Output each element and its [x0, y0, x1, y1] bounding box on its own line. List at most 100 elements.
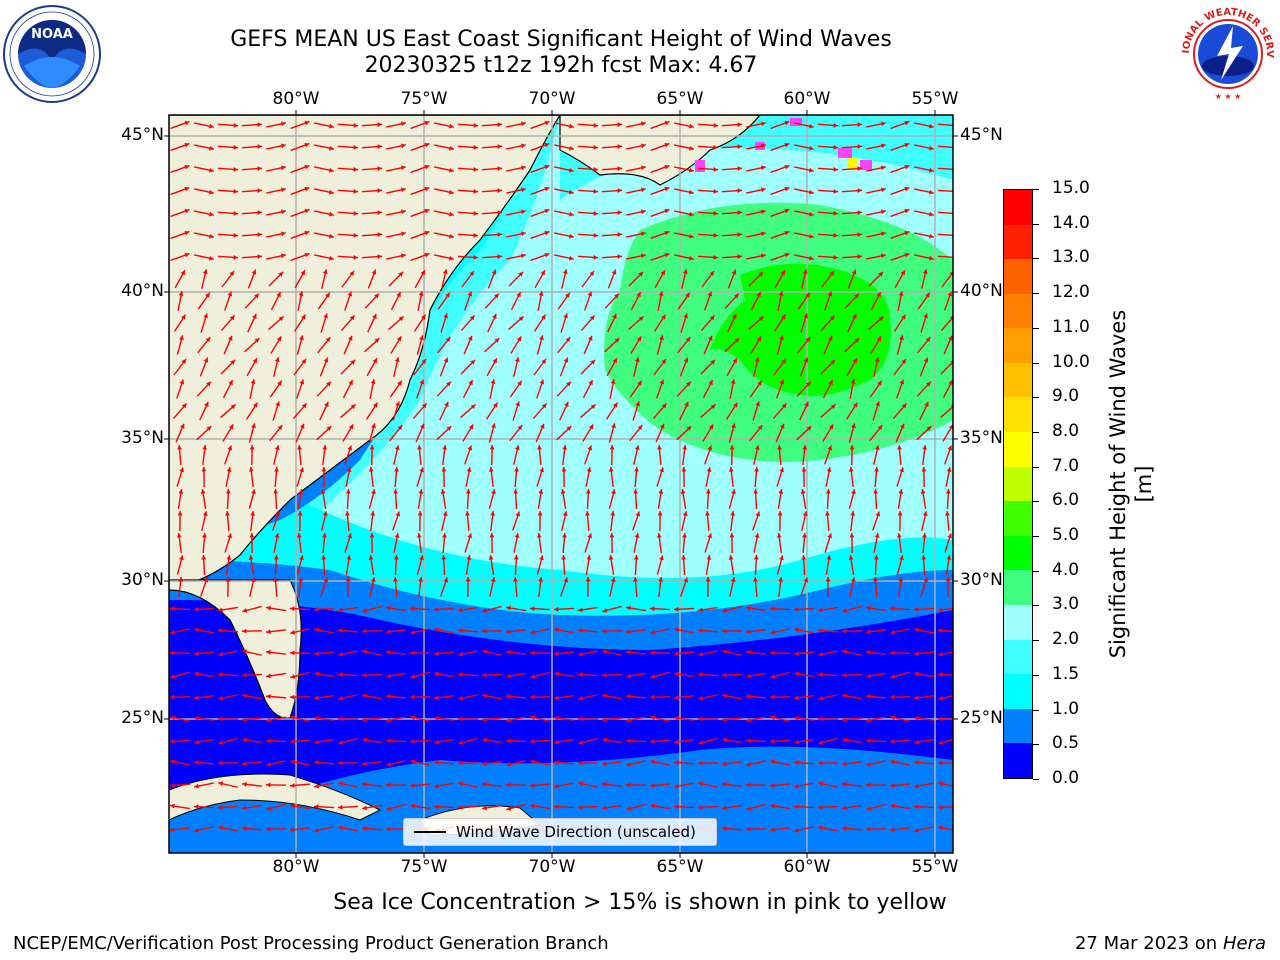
- wave-direction-arrowhead: [370, 379, 376, 384]
- wave-direction-arrowhead: [386, 673, 391, 679]
- wave-direction-arrowhead: [612, 313, 617, 319]
- wave-direction-arrowhead: [514, 445, 520, 451]
- wave-direction-arrowhead: [338, 716, 343, 722]
- wave-direction-arrowhead: [731, 423, 736, 429]
- wave-direction-arrowhead: [506, 649, 511, 655]
- wave-direction-arrowhead: [345, 511, 350, 516]
- wave-direction-arrowhead: [322, 533, 327, 538]
- wave-direction-arrowhead: [614, 293, 619, 299]
- wave-direction-arrowhead: [722, 693, 727, 699]
- wave-direction-arrowhead: [242, 628, 247, 634]
- wave-direction-arrowhead: [418, 489, 424, 494]
- wave-direction-arrowhead: [876, 292, 881, 298]
- wave-direction-arrowhead: [896, 533, 902, 538]
- lon-label-bottom: 65°W: [656, 857, 704, 877]
- colorbar-tick-mark: [1033, 501, 1039, 503]
- wave-direction-arrowhead: [251, 269, 257, 275]
- wave-direction-arrowhead: [890, 629, 896, 635]
- wave-direction-arrowhead: [482, 805, 487, 811]
- lon-label-top: 65°W: [656, 89, 704, 109]
- wave-direction-arrowhead: [314, 671, 319, 677]
- wave-direction-arrowhead: [770, 783, 775, 788]
- wave-direction-arrowhead: [321, 555, 327, 560]
- wave-direction-arrowhead: [746, 761, 752, 767]
- wave-direction-arrowhead: [205, 292, 210, 298]
- wave-direction-arrowhead: [275, 511, 281, 517]
- wave-direction-arrowhead: [626, 649, 631, 655]
- wave-direction-arrowhead: [585, 577, 591, 582]
- wave-direction-arrowhead: [488, 555, 494, 560]
- wave-direction-arrowhead: [458, 760, 463, 766]
- wave-direction-arrowhead: [866, 694, 871, 699]
- wave-direction-arrowhead: [304, 164, 310, 170]
- wave-direction-arrowhead: [227, 291, 233, 297]
- wave-direction-arrowhead: [926, 381, 931, 387]
- wave-direction-arrowhead: [226, 555, 232, 560]
- wave-direction-arrowhead: [467, 291, 473, 297]
- wave-direction-arrowhead: [419, 423, 425, 429]
- wave-direction-arrowhead: [833, 123, 838, 128]
- wave-direction-arrowhead: [658, 489, 664, 494]
- wave-direction-arrowhead: [873, 555, 879, 560]
- colorbar-tick-label: 13.0: [1052, 247, 1090, 268]
- wave-direction-arrowhead: [544, 142, 550, 148]
- wave-direction-arrowhead: [901, 359, 907, 364]
- wave-direction-arrowhead: [746, 717, 751, 723]
- wave-direction-arrowhead: [640, 187, 646, 193]
- wave-direction-arrowhead: [946, 555, 952, 560]
- wave-direction-arrowhead: [568, 167, 574, 173]
- wave-direction-arrowhead: [518, 271, 524, 277]
- title-line-1: GEFS MEAN US East Coast Significant Heig…: [230, 27, 892, 52]
- wave-direction-arrowhead: [922, 533, 927, 538]
- wave-direction-arrowhead: [273, 489, 279, 494]
- wave-direction-arrowhead: [760, 165, 766, 171]
- wave-direction-arrowhead: [635, 401, 640, 407]
- wave-direction-arrowhead: [778, 489, 784, 494]
- wave-direction-arrowhead: [266, 806, 272, 811]
- wave-direction-arrowhead: [564, 401, 569, 407]
- wave-direction-arrowhead: [218, 672, 223, 678]
- wave-direction-arrowhead: [904, 142, 910, 148]
- canada-maritimes-land: [559, 115, 761, 186]
- wave-direction-arrowhead: [274, 445, 280, 451]
- wave-direction-arrowhead: [730, 577, 736, 583]
- wave-direction-arrowhead: [201, 555, 207, 560]
- wave-direction-arrowhead: [914, 804, 919, 810]
- wave-direction-arrowhead: [446, 381, 451, 387]
- wave-direction-arrowhead: [904, 164, 910, 170]
- wave-direction-arrowhead: [626, 738, 631, 744]
- wave-direction-arrowhead: [566, 426, 572, 431]
- wave-direction-arrowhead: [184, 186, 190, 192]
- wave-direction-arrowhead: [878, 316, 884, 322]
- wave-direction-arrowhead: [818, 781, 824, 787]
- wave-direction-arrowhead: [928, 123, 934, 129]
- wave-direction-arrowhead: [386, 761, 392, 767]
- wave-direction-arrowhead: [304, 186, 310, 192]
- wave-direction-arrowhead: [661, 359, 667, 364]
- wave-direction-arrowhead: [290, 715, 296, 721]
- wave-direction-arrowhead: [393, 489, 399, 494]
- wave-direction-arrowhead: [808, 233, 814, 239]
- wave-direction-arrowhead: [713, 189, 718, 194]
- wave-direction-arrowhead: [754, 467, 759, 472]
- wave-direction-arrowhead: [801, 555, 807, 560]
- wave-direction-arrowhead: [520, 231, 526, 237]
- wave-direction-arrowhead: [921, 467, 927, 472]
- wave-direction-arrowhead: [890, 738, 895, 744]
- wave-direction-arrowhead: [925, 292, 930, 298]
- wave-direction-arrowhead: [808, 255, 814, 261]
- wave-direction-arrowhead: [274, 533, 280, 538]
- wave-direction-arrowhead: [922, 445, 928, 450]
- wave-direction-arrowhead: [544, 252, 550, 258]
- lon-label-bottom: 70°W: [528, 857, 576, 877]
- wave-direction-arrowhead: [610, 577, 616, 583]
- colorbar-segment: [1004, 570, 1032, 606]
- lat-label-left: 40°N: [121, 281, 164, 301]
- wave-direction-arrowhead: [515, 401, 520, 407]
- wave-direction-arrowhead: [664, 208, 670, 214]
- wave-direction-arrowhead: [458, 672, 463, 678]
- wave-direction-arrowhead: [257, 210, 262, 215]
- wave-direction-arrowhead: [626, 782, 631, 788]
- wave-direction-arrowhead: [659, 555, 664, 561]
- wave-direction-arrowhead: [609, 445, 615, 450]
